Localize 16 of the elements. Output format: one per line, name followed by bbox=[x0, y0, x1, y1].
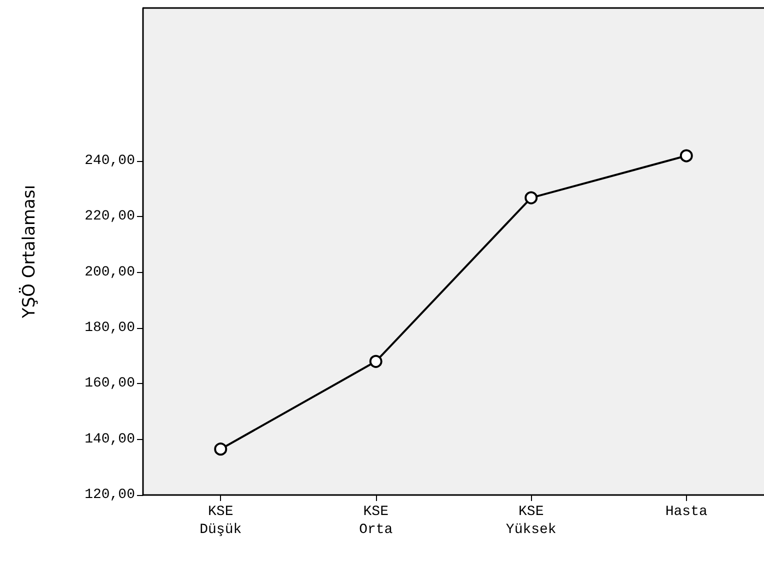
y-tick-label: 180,00 bbox=[84, 320, 135, 336]
y-tick-label: 140,00 bbox=[84, 431, 135, 448]
point bbox=[214, 442, 228, 456]
x-tick-label: KSE Orta bbox=[359, 504, 393, 538]
x-tick-label: Hasta bbox=[665, 504, 708, 520]
y-tick-label: 160,00 bbox=[84, 376, 135, 392]
point bbox=[369, 354, 382, 368]
y-tick-label: 240,00 bbox=[84, 153, 135, 170]
point bbox=[524, 191, 538, 204]
x-tick-label: KSE Yüksek bbox=[506, 504, 556, 538]
point bbox=[680, 149, 693, 162]
x-tick-label: KSE Düşük bbox=[200, 504, 242, 538]
y-axis-title: YŞÖ Ortalaması bbox=[18, 184, 40, 320]
y-tick-label: 200,00 bbox=[84, 264, 135, 280]
y-tick-label: 220,00 bbox=[84, 208, 135, 225]
y-tick-label: 120,00 bbox=[84, 487, 135, 503]
